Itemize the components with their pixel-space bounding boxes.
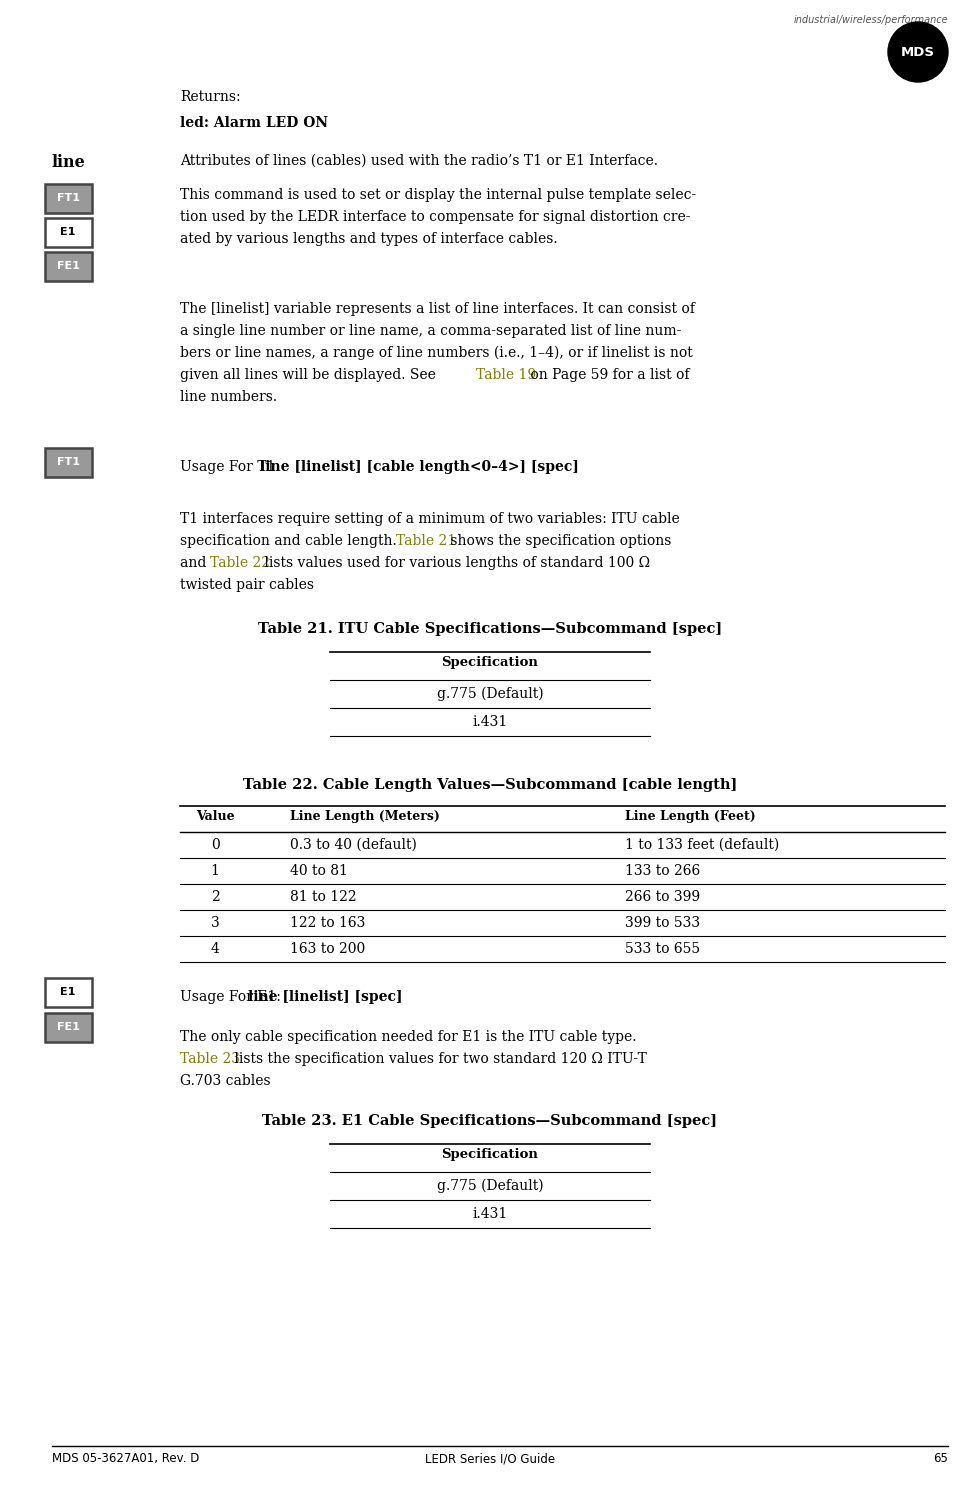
Text: 2: 2 — [211, 890, 220, 904]
Text: Table 21: Table 21 — [396, 533, 456, 548]
Text: Returns:: Returns: — [180, 89, 241, 104]
FancyBboxPatch shape — [44, 977, 91, 1007]
Text: 40 to 81: 40 to 81 — [290, 864, 348, 878]
Text: Table 22. Cable Length Values—Subcommand [cable length]: Table 22. Cable Length Values—Subcommand… — [243, 778, 737, 793]
Text: 399 to 533: 399 to 533 — [625, 916, 700, 930]
Text: 81 to 122: 81 to 122 — [290, 890, 357, 904]
Text: line [linelist] [spec]: line [linelist] [spec] — [248, 989, 403, 1004]
Text: Specification: Specification — [442, 656, 538, 669]
Text: FT1: FT1 — [57, 194, 79, 203]
Text: T1 interfaces require setting of a minimum of two variables: ITU cable: T1 interfaces require setting of a minim… — [180, 513, 680, 526]
Text: g.775 (Default): g.775 (Default) — [437, 687, 543, 702]
Text: a single line number or line name, a comma-separated list of line num-: a single line number or line name, a com… — [180, 323, 681, 338]
Text: Table 23: Table 23 — [180, 1052, 240, 1065]
FancyBboxPatch shape — [44, 1013, 91, 1042]
Text: Usage For T1:: Usage For T1: — [180, 460, 284, 474]
Text: industrial/wireless/performance: industrial/wireless/performance — [794, 15, 948, 25]
Text: Table 19: Table 19 — [476, 368, 536, 381]
Text: Table 22: Table 22 — [210, 556, 270, 571]
Text: 266 to 399: 266 to 399 — [625, 890, 700, 904]
Text: tion used by the LEDR interface to compensate for signal distortion cre-: tion used by the LEDR interface to compe… — [180, 210, 691, 224]
Text: 0.3 to 40 (default): 0.3 to 40 (default) — [290, 837, 416, 852]
Text: Line Length (Feet): Line Length (Feet) — [625, 811, 756, 822]
Text: 122 to 163: 122 to 163 — [290, 916, 366, 930]
Text: MDS 05-3627A01, Rev. D: MDS 05-3627A01, Rev. D — [52, 1451, 199, 1465]
Text: specification and cable length.: specification and cable length. — [180, 533, 401, 548]
Text: 163 to 200: 163 to 200 — [290, 942, 366, 957]
FancyBboxPatch shape — [44, 218, 91, 246]
Text: bers or line names, a range of line numbers (i.e., 1–4), or if linelist is not: bers or line names, a range of line numb… — [180, 346, 693, 361]
Text: i.431: i.431 — [472, 1207, 508, 1220]
Text: Usage For E1:: Usage For E1: — [180, 989, 285, 1004]
Text: 0: 0 — [211, 837, 220, 852]
Text: FE1: FE1 — [57, 261, 79, 271]
FancyBboxPatch shape — [44, 447, 91, 477]
Text: 1: 1 — [211, 864, 220, 878]
Text: line numbers.: line numbers. — [180, 390, 277, 404]
Text: line: line — [52, 153, 86, 171]
Text: lists values used for various lengths of standard 100 Ω: lists values used for various lengths of… — [260, 556, 650, 571]
Text: FT1: FT1 — [57, 457, 79, 466]
Circle shape — [888, 22, 948, 82]
Text: Table 23. E1 Cable Specifications—Subcommand [spec]: Table 23. E1 Cable Specifications—Subcom… — [263, 1115, 717, 1128]
Text: MDS: MDS — [901, 46, 935, 58]
Text: 533 to 655: 533 to 655 — [625, 942, 700, 957]
Text: and: and — [180, 556, 211, 571]
Text: LEDR Series I/O Guide: LEDR Series I/O Guide — [425, 1451, 555, 1465]
Text: This command is used to set or display the internal pulse template selec-: This command is used to set or display t… — [180, 188, 696, 203]
Text: shows the specification options: shows the specification options — [446, 533, 671, 548]
Text: twisted pair cables: twisted pair cables — [180, 578, 314, 592]
FancyBboxPatch shape — [44, 183, 91, 213]
Text: lists the specification values for two standard 120 Ω ITU-T: lists the specification values for two s… — [230, 1052, 647, 1065]
Text: Value: Value — [196, 811, 234, 822]
Text: i.431: i.431 — [472, 715, 508, 729]
Text: G.703 cables: G.703 cables — [180, 1074, 270, 1088]
FancyBboxPatch shape — [44, 252, 91, 280]
Text: FE1: FE1 — [57, 1022, 79, 1033]
Text: Line Length (Meters): Line Length (Meters) — [290, 811, 440, 822]
Text: 4: 4 — [211, 942, 220, 957]
Text: 3: 3 — [211, 916, 220, 930]
Text: ated by various lengths and types of interface cables.: ated by various lengths and types of int… — [180, 232, 558, 246]
Text: E1: E1 — [61, 226, 75, 237]
Text: led: Alarm LED ON: led: Alarm LED ON — [180, 116, 328, 130]
Text: Specification: Specification — [442, 1147, 538, 1161]
Text: given all lines will be displayed. See: given all lines will be displayed. See — [180, 368, 440, 381]
Text: The [linelist] variable represents a list of line interfaces. It can consist of: The [linelist] variable represents a lis… — [180, 302, 695, 316]
Text: line [linelist] [cable length<0–4>] [spec]: line [linelist] [cable length<0–4>] [spe… — [260, 460, 579, 474]
Text: g.775 (Default): g.775 (Default) — [437, 1179, 543, 1193]
Text: 65: 65 — [933, 1451, 948, 1465]
Text: 1 to 133 feet (default): 1 to 133 feet (default) — [625, 837, 779, 852]
Text: E1: E1 — [61, 986, 75, 997]
Text: 133 to 266: 133 to 266 — [625, 864, 701, 878]
Text: Table 21. ITU Cable Specifications—Subcommand [spec]: Table 21. ITU Cable Specifications—Subco… — [258, 621, 722, 636]
Text: on Page 59 for a list of: on Page 59 for a list of — [526, 368, 690, 381]
Text: Attributes of lines (cables) used with the radio’s T1 or E1 Interface.: Attributes of lines (cables) used with t… — [180, 153, 658, 168]
Text: The only cable specification needed for E1 is the ITU cable type.: The only cable specification needed for … — [180, 1030, 636, 1044]
